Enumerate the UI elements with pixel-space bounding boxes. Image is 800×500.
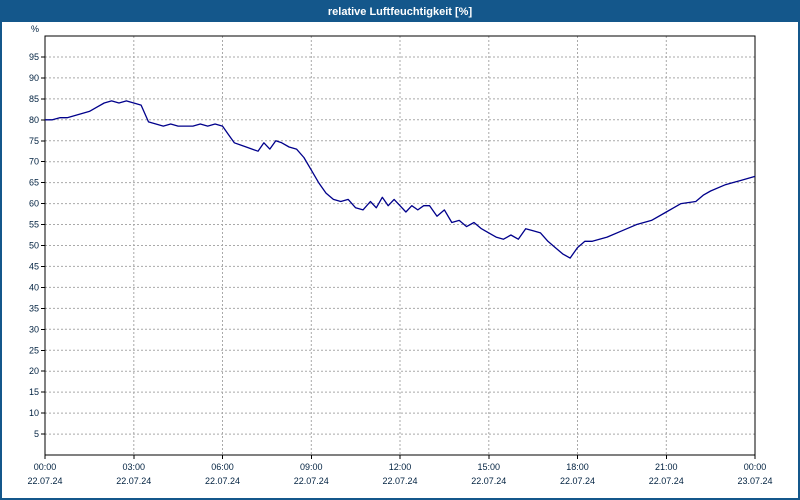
- svg-text:00:00: 00:00: [34, 462, 57, 472]
- window-title: relative Luftfeuchtigkeit [%]: [327, 6, 473, 18]
- svg-text:10: 10: [29, 408, 39, 418]
- svg-text:70: 70: [29, 157, 39, 167]
- svg-text:22.07.24: 22.07.24: [471, 476, 506, 486]
- svg-text:22.07.24: 22.07.24: [27, 476, 62, 486]
- svg-text:12:00: 12:00: [389, 462, 412, 472]
- window-titlebar: relative Luftfeuchtigkeit [%]: [2, 2, 798, 22]
- svg-text:40: 40: [29, 282, 39, 292]
- humidity-line-chart: 5 10 15 20 25 30 35 40 45 50 55 60 65 70 75 80 85 90 95% 00…: [27, 24, 773, 486]
- svg-text:21:00: 21:00: [655, 462, 678, 472]
- svg-text:55: 55: [29, 220, 39, 230]
- svg-text:65: 65: [29, 178, 39, 188]
- svg-text:22.07.24: 22.07.24: [649, 476, 684, 486]
- chart-area: 5 10 15 20 25 30 35 40 45 50 55 60 65 70 75 80 85 90 95% 00…: [2, 22, 798, 498]
- svg-text:45: 45: [29, 261, 39, 271]
- svg-text:75: 75: [29, 136, 39, 146]
- svg-text:00:00: 00:00: [744, 462, 767, 472]
- svg-text:22.07.24: 22.07.24: [560, 476, 595, 486]
- svg-text:80: 80: [29, 115, 39, 125]
- svg-text:06:00: 06:00: [211, 462, 234, 472]
- svg-text:25: 25: [29, 345, 39, 355]
- svg-text:15: 15: [29, 387, 39, 397]
- svg-text:5: 5: [34, 429, 39, 439]
- svg-text:15:00: 15:00: [478, 462, 501, 472]
- svg-text:03:00: 03:00: [123, 462, 146, 472]
- svg-text:22.07.24: 22.07.24: [205, 476, 240, 486]
- gridlines: [45, 36, 755, 455]
- x-axis-labels: 00:00 22.07.24 03:00 22.07.24 06:00 22.07.24 0…: [27, 455, 773, 486]
- svg-text:60: 60: [29, 199, 39, 209]
- svg-text:23.07.24: 23.07.24: [737, 476, 772, 486]
- svg-text:50: 50: [29, 241, 39, 251]
- svg-text:35: 35: [29, 303, 39, 313]
- svg-text:90: 90: [29, 73, 39, 83]
- svg-text:85: 85: [29, 94, 39, 104]
- svg-text:95: 95: [29, 52, 39, 62]
- series-line: [45, 100, 756, 259]
- svg-text:30: 30: [29, 324, 39, 334]
- y-axis-unit: %: [31, 24, 39, 34]
- svg-text:22.07.24: 22.07.24: [116, 476, 151, 486]
- svg-text:22.07.24: 22.07.24: [382, 476, 417, 486]
- svg-text:20: 20: [29, 366, 39, 376]
- y-axis-labels: 5 10 15 20 25 30 35 40 45 50 55 60 65 70 75 80 85 90 95%: [29, 24, 45, 439]
- svg-text:09:00: 09:00: [300, 462, 323, 472]
- svg-text:18:00: 18:00: [566, 462, 589, 472]
- svg-text:22.07.24: 22.07.24: [294, 476, 329, 486]
